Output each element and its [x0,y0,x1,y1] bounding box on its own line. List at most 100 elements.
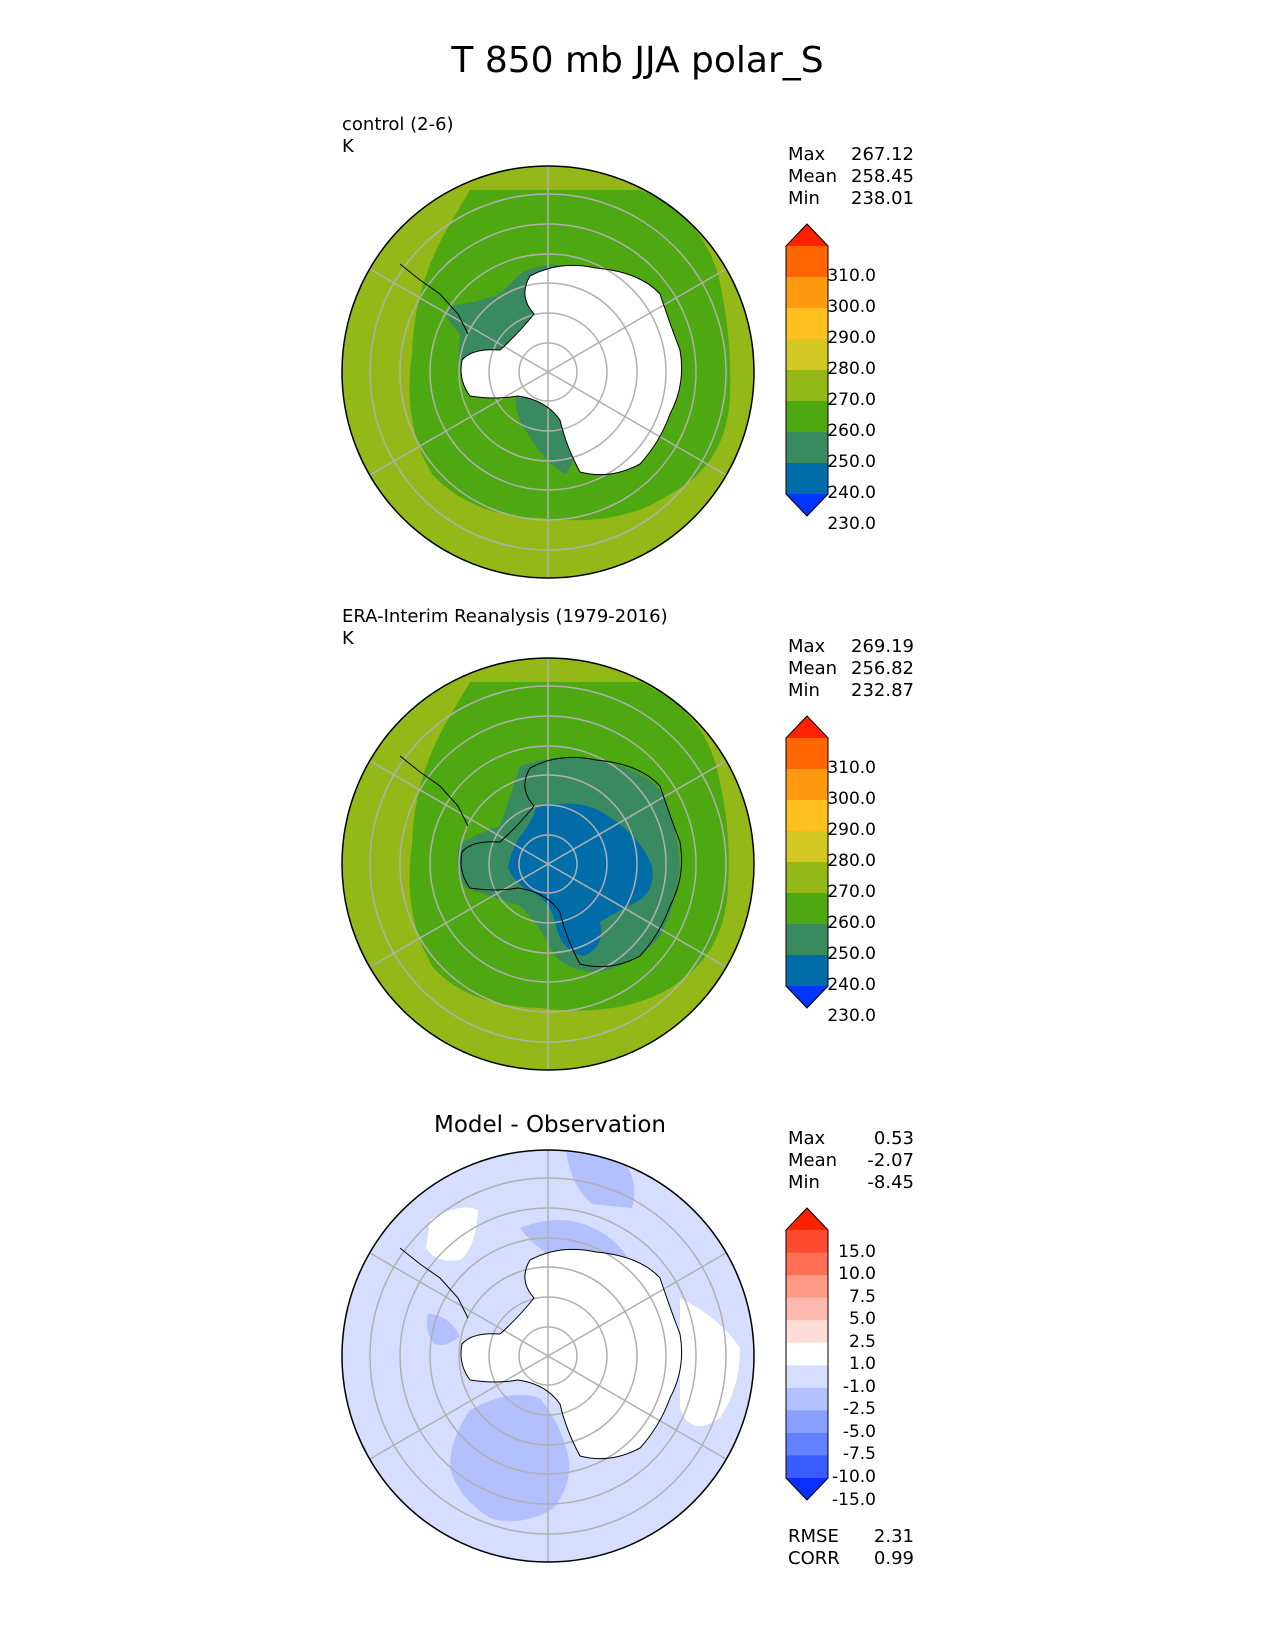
colorbar-tick-label: 270.0 [827,390,876,410]
metric-row: RMSE 2.31 [788,1526,914,1547]
stat-row: Min 232.87 [788,680,914,701]
region-230-240 [508,803,653,956]
colorbar-tick-label: 260.0 [827,421,876,441]
colorbar-tick-label: -5.0 [842,1421,876,1442]
colorbar-segment [786,1387,828,1411]
colorbar-segment [786,893,828,925]
colorbar-tick-label: -7.5 [842,1444,876,1465]
colorbar-segment [786,1230,828,1254]
colorbar-segment [786,370,828,402]
panel3-colorbar: 15.0 10.0 7.5 5.0 2.5 1.0 -1.0 -2.5 -5.0 -7.5 -10.… [784,1206,904,1510]
colorbar-extend-max [786,1208,828,1230]
stat-row: Max 0.53 [788,1128,914,1149]
region-white [461,1249,682,1459]
colorbar-tick-label: 5.0 [848,1309,876,1330]
panel1-title: control (2-6) [342,114,454,135]
panel2-units: K [342,628,354,649]
colorbar-tick-label: -10.0 [832,1467,876,1487]
colorbar-tick-label: 240.0 [827,975,876,995]
colorbar-segment [786,1410,828,1434]
panel2-map [340,656,756,1072]
colorbar-tick-label: 300.0 [827,789,876,809]
panel2-colorbar: 310.0 300.0 290.0 280.0 270.0 260.0 250.0 240.0… [784,714,904,1026]
colorbar-tick-label: 230.0 [827,514,876,534]
colorbar-tick-label: 230.0 [827,1006,876,1026]
panel1-stats: Max 267.12 Mean 258.45 Min 238.01 [788,144,914,210]
region-2.5-5 [566,1152,635,1208]
colorbar-segment [786,1342,828,1366]
region-white [680,1298,740,1426]
colorbar-tick-label: 250.0 [827,452,876,472]
colorbar-segment [786,769,828,801]
colorbar-segment [786,1320,828,1344]
colorbar-extend-max [786,716,828,738]
figure-title: T 850 mb JJA polar_S [451,40,824,81]
colorbar-segment [786,339,828,371]
colorbar-segment [786,924,828,956]
colorbar-extend-max [786,224,828,246]
colorbar-segment [786,308,828,340]
colorbar-tick-label: 280.0 [827,359,876,379]
colorbar-outline [785,223,829,517]
region-white [426,1207,478,1261]
colorbar-tick-label: 1.0 [848,1354,876,1375]
colorbar-tick-label: 10.0 [838,1264,876,1285]
colorbar-tick-label: 240.0 [827,483,876,503]
colorbar-tick-label: 2.5 [848,1331,876,1352]
region-2.5-5 [450,1394,570,1522]
colorbar-segment [786,738,828,770]
colorbar-segment [786,1252,828,1276]
metric-row: CORR 0.99 [788,1548,914,1569]
panel3-stats: Max 0.53 Mean -2.07 Min -8.45 [788,1128,914,1194]
colorbar-tick-label: -15.0 [832,1489,876,1510]
colorbar-tick-label: 300.0 [827,297,876,317]
colorbar-outline [785,1207,829,1501]
colorbar-tick-label: -2.5 [842,1399,876,1420]
stat-row: Min -8.45 [788,1172,914,1193]
panel3-metrics: RMSE 2.31 CORR 0.99 [788,1526,914,1570]
stat-row: Mean 256.82 [788,658,914,679]
colorbar-segment [786,246,828,278]
panel1-units: K [342,136,354,157]
colorbar-tick-label: 290.0 [827,328,876,348]
colorbar-segment [786,432,828,464]
colorbar-tick-label: 15.0 [838,1241,876,1262]
colorbar-extend-min [786,494,828,516]
region-white [461,265,682,475]
colorbar-tick-label: 280.0 [827,851,876,871]
panel3-title: Model - Observation [433,1112,667,1138]
colorbar-segment [786,800,828,832]
colorbar-tick-label: 290.0 [827,820,876,840]
colorbar-tick-label: 250.0 [827,944,876,964]
stat-row: Max 269.19 [788,636,914,657]
panel3-map [340,1148,756,1564]
colorbar-segment [786,277,828,309]
stat-row: Min 238.01 [788,188,914,209]
colorbar-segment [786,401,828,433]
colorbar-tick-label: 310.0 [827,758,876,778]
colorbar-segment [786,1297,828,1321]
colorbar-tick-label: 260.0 [827,913,876,933]
panel2-stats: Max 269.19 Mean 256.82 Min 232.87 [788,636,914,702]
colorbar-tick-label: 310.0 [827,266,876,286]
panel1-colorbar: 310.0 300.0 290.0 280.0 270.0 260.0 250.0 240.0… [784,222,904,534]
colorbar-segment [786,1455,828,1479]
colorbar-segment [786,1432,828,1456]
colorbar-tick-label: 270.0 [827,882,876,902]
stat-row: Mean 258.45 [788,166,914,187]
panel1-map [340,164,756,580]
colorbar-segment [786,1275,828,1299]
colorbar-segment [786,1365,828,1389]
colorbar-segment [786,955,828,987]
colorbar-extend-min [786,986,828,1008]
colorbar-segment [786,831,828,863]
stat-row: Mean -2.07 [788,1150,914,1171]
panel2-title: ERA-Interim Reanalysis (1979-2016) [342,606,668,627]
colorbar-outline [785,715,829,1009]
colorbar-segment [786,463,828,495]
colorbar-tick-label: -1.0 [842,1376,876,1397]
colorbar-extend-min [786,1478,828,1500]
colorbar-segment [786,862,828,894]
stat-row: Max 267.12 [788,144,914,165]
colorbar-tick-label: 7.5 [848,1286,876,1307]
